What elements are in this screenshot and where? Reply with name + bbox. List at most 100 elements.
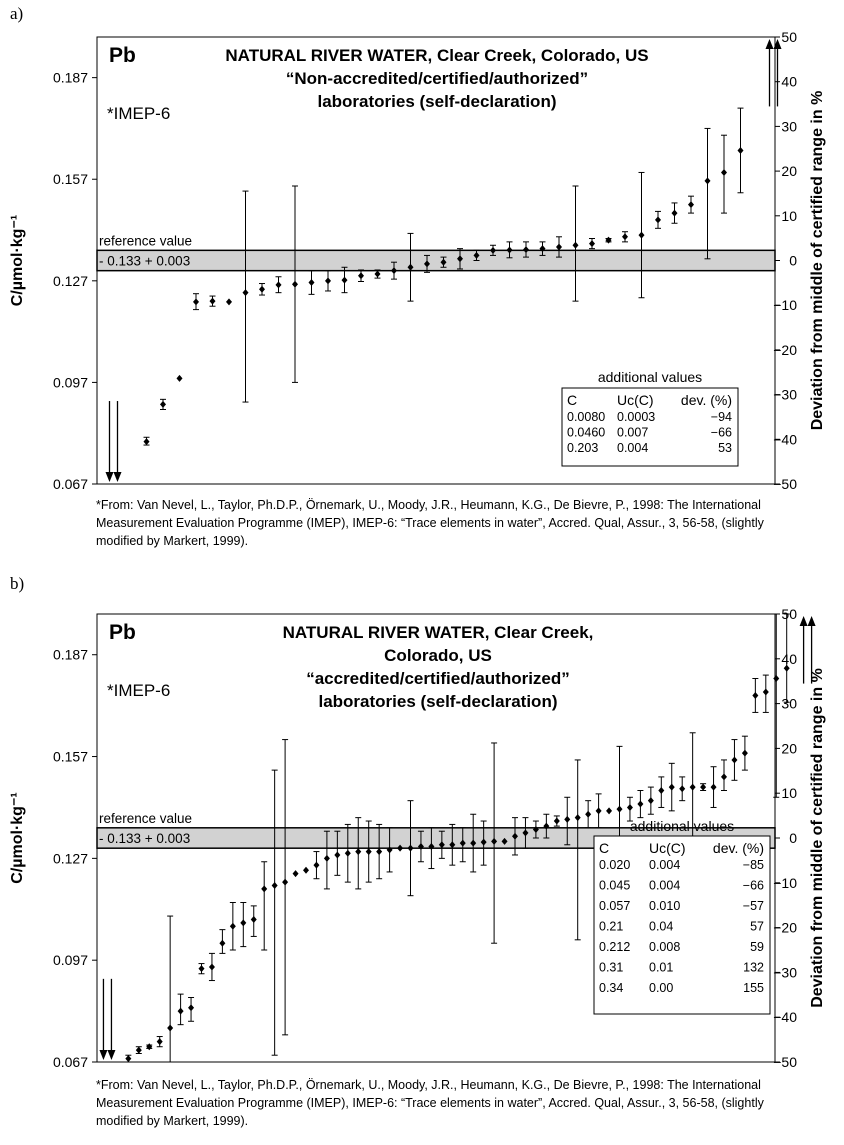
data-point (741, 749, 748, 757)
data-point (752, 691, 759, 699)
table-cell: 0.057 (599, 899, 630, 913)
data-point (417, 842, 424, 850)
additional-values-box (561, 387, 739, 467)
data-point (480, 838, 487, 846)
y2-tick-label: −50 (773, 476, 797, 492)
data-point (532, 826, 539, 834)
y2-tick-label: 40 (781, 74, 797, 90)
data-point (259, 285, 265, 293)
y2-tick-label: −40 (773, 1009, 797, 1025)
y2-tick-label: −10 (773, 875, 797, 891)
y2-tick-label: 10 (781, 785, 797, 801)
data-point (282, 878, 289, 886)
table-cell: 0.004 (649, 858, 680, 872)
data-point (334, 851, 341, 859)
data-point (522, 829, 529, 837)
data-point (626, 803, 633, 811)
table-cell: −85 (743, 858, 764, 872)
arrow-up-head (799, 616, 808, 626)
footnote-a: *From: Van Nevel, L., Taylor, Ph.D.P., Ö… (96, 498, 764, 548)
y-tick-label: 0.067 (53, 476, 88, 492)
y-tick-label: 0.127 (53, 273, 88, 289)
chart-title-line: laboratories (self-declaration) (318, 692, 557, 711)
data-point (229, 922, 236, 930)
data-point (146, 1043, 153, 1051)
data-point (490, 246, 496, 254)
element-symbol: Pb (109, 44, 136, 67)
y-tick-label: 0.127 (53, 850, 88, 866)
y-tick-label: 0.067 (53, 1054, 88, 1070)
data-point (242, 289, 249, 297)
data-point (177, 1007, 184, 1015)
data-point (595, 807, 602, 815)
chart-title-line: NATURAL RIVER WATER, Clear Creek, Colora… (225, 46, 648, 65)
data-point (704, 177, 711, 185)
data-point (605, 236, 612, 244)
y-tick-label: 0.157 (53, 171, 88, 187)
table-cell: 0.21 (599, 920, 623, 934)
y-axis-label: C/µmol·kg⁻¹ (9, 215, 26, 306)
data-point (143, 438, 150, 446)
table-cell: 0.007 (617, 426, 648, 440)
data-point (397, 844, 404, 852)
data-point (459, 839, 466, 847)
data-point (585, 810, 592, 818)
data-point (344, 849, 351, 857)
table-cell: 0.31 (599, 961, 623, 975)
source-tag: *IMEP-6 (107, 104, 170, 123)
data-point (391, 267, 397, 275)
arrow-down-head (105, 472, 114, 482)
chart-title-line: NATURAL RIVER WATER, Clear Creek, (283, 623, 594, 642)
data-point (700, 783, 707, 791)
data-point (539, 245, 546, 253)
data-point (374, 270, 381, 278)
data-point (135, 1046, 142, 1054)
table-cell: 0.004 (617, 441, 648, 455)
data-point (440, 258, 447, 266)
table-cell: 0.045 (599, 879, 630, 893)
data-point (167, 1024, 174, 1032)
data-point (762, 688, 769, 696)
data-point (292, 870, 299, 878)
table-cell: −66 (711, 426, 732, 440)
table-cell: 0.0080 (567, 410, 605, 424)
data-point (323, 854, 330, 862)
data-point (176, 374, 183, 382)
y-tick-label: 0.097 (53, 952, 88, 968)
data-point (783, 664, 790, 672)
data-point (622, 233, 628, 241)
y2-tick-label: −20 (773, 920, 797, 936)
y-tick-label: 0.097 (53, 374, 88, 390)
table-cell: 0.212 (599, 940, 630, 954)
data-point (209, 297, 216, 305)
y-axis-label: C/µmol·kg⁻¹ (9, 792, 26, 883)
table-cell: 0.01 (649, 961, 673, 975)
data-point (589, 240, 595, 248)
table-header: C (599, 840, 609, 856)
data-point (325, 277, 331, 285)
data-point (386, 846, 393, 854)
data-point (358, 272, 364, 280)
chart-title-line: “Non-accredited/certified/authorized” (286, 69, 588, 88)
table-header: C (567, 392, 577, 408)
y2-tick-label: −50 (773, 1054, 797, 1070)
data-point (668, 783, 675, 791)
panel-a-label: a) (10, 4, 24, 23)
table-cell: −66 (743, 879, 764, 893)
data-point (655, 216, 661, 224)
reference-band (96, 249, 776, 272)
y-tick-label: 0.157 (53, 749, 88, 765)
data-point (773, 674, 780, 682)
data-point (226, 298, 232, 306)
y2-tick-label: 20 (781, 740, 797, 756)
data-point (679, 785, 686, 793)
data-point (606, 807, 613, 815)
element-symbol: Pb (109, 621, 136, 644)
y2-tick-label: −40 (773, 431, 797, 447)
arrow-up-head (807, 616, 816, 626)
data-point (473, 251, 480, 259)
y-tick-label: 0.187 (53, 647, 88, 663)
data-point (271, 882, 278, 890)
y2-tick-label: 40 (781, 651, 797, 667)
data-point (731, 756, 738, 764)
